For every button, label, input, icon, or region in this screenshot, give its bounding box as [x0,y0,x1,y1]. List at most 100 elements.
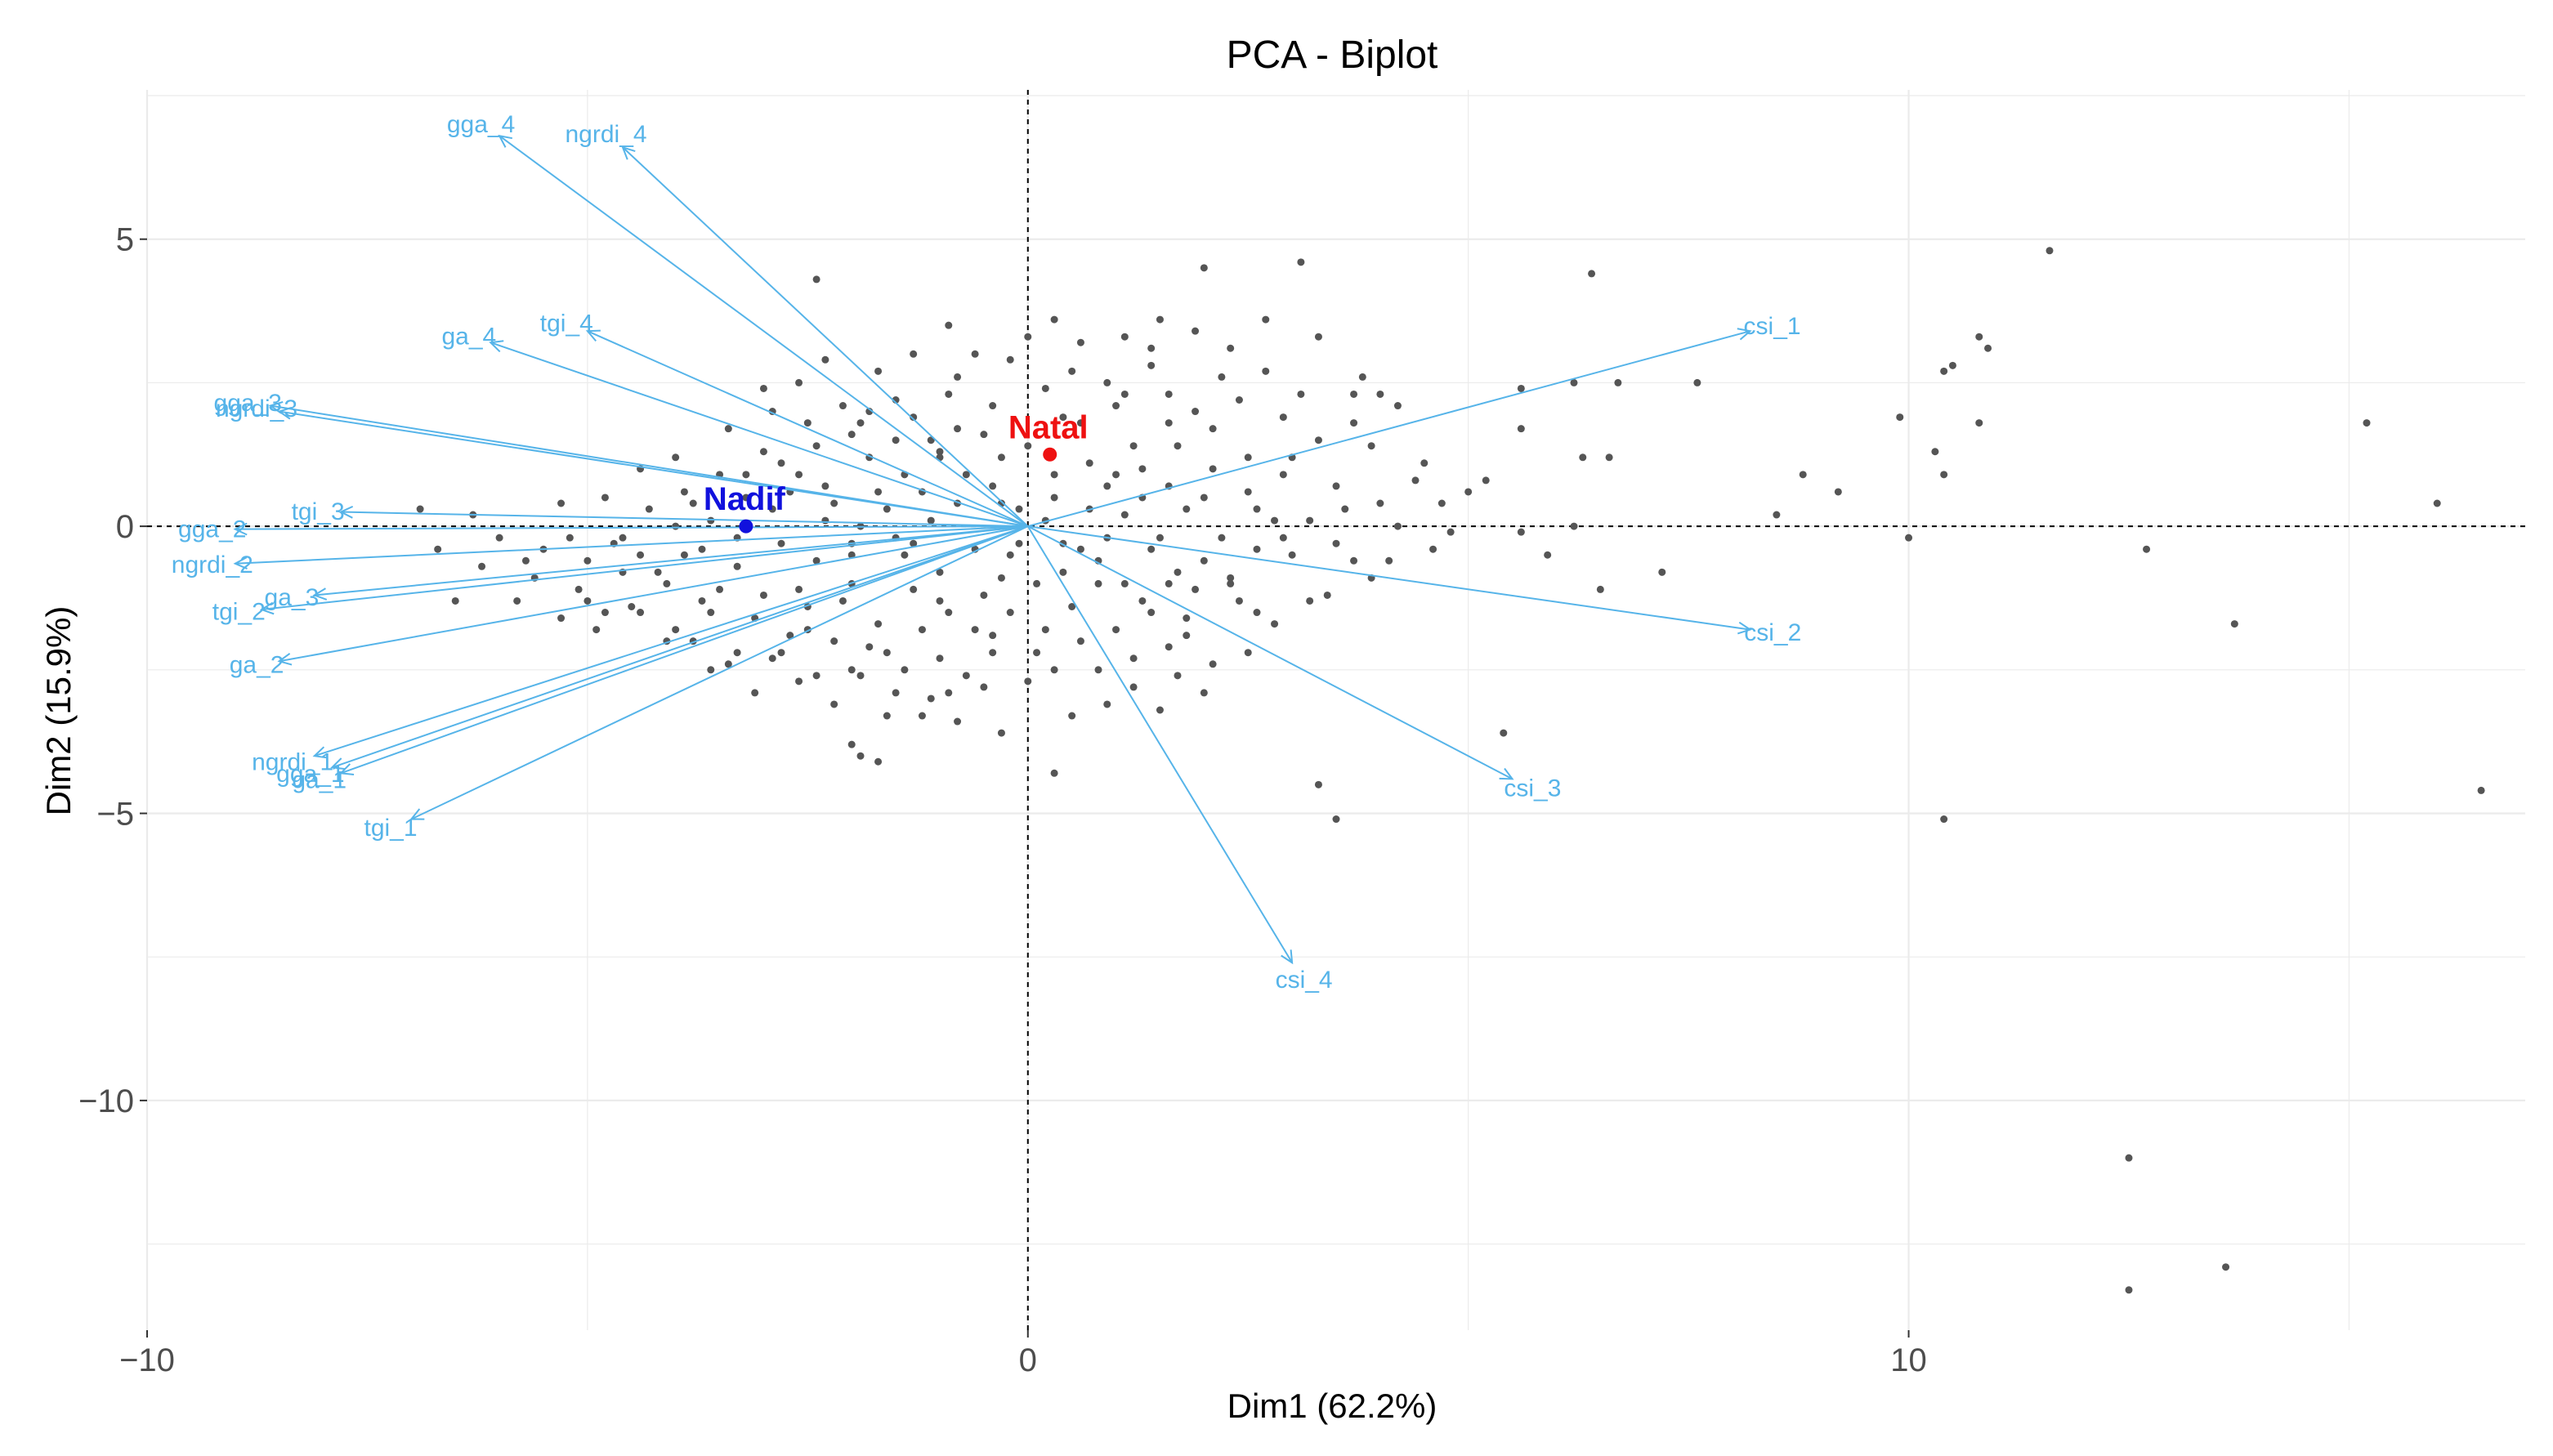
data-point [980,431,988,439]
arrow-csi_1 [1027,330,1750,528]
variable-label-tgi_3: tgi_3 [292,498,345,525]
data-point [1147,545,1156,553]
data-point [1050,471,1058,479]
data-point [1006,551,1014,559]
data-point [2363,419,2371,427]
variable-label-csi_1: csi_1 [1744,313,1801,340]
individual-label-natal: Natal [1008,409,1089,445]
data-point [1940,815,1948,824]
data-point [1183,614,1191,623]
data-point [1120,390,1129,398]
data-point [821,355,829,364]
data-point [495,534,503,542]
data-point [989,632,997,640]
data-point [1253,505,1261,513]
data-point [1332,539,1340,547]
data-point [847,431,856,439]
data-point [1147,609,1156,617]
data-point [812,556,820,565]
data-point [1103,482,1111,490]
data-point [962,672,970,680]
data-point [1209,465,1217,473]
data-point [1367,442,1375,450]
data-point [945,689,953,697]
data-point [883,649,891,657]
arrow-tgi_2 [262,525,1028,611]
data-point [759,591,767,599]
data-point [830,499,838,507]
arrow-ga_4 [490,342,1029,528]
data-point [980,591,988,599]
data-point [2125,1154,2133,1162]
data-point [786,632,794,640]
data-point [663,579,671,587]
data-point [1209,425,1217,433]
data-point [1033,649,1041,657]
arrowhead-ga_4 [489,340,504,353]
data-point [1112,626,1120,634]
data-point [1297,390,1305,398]
data-point [1129,442,1138,450]
data-point [1183,505,1191,513]
data-point [927,695,935,703]
arrow-gga_2 [235,525,1028,530]
data-point [777,539,785,547]
data-point [1147,344,1156,352]
data-point [1262,315,1270,324]
data-point [1500,729,1508,737]
data-point [583,556,592,565]
data-point [918,626,926,634]
arrowhead-ga_2 [277,653,293,666]
data-point [672,626,680,634]
data-point [945,321,953,329]
arrow-tgi_1 [410,525,1029,820]
data-point [1076,545,1084,553]
variable-label-ga_2: ga_2 [230,652,284,679]
data-point [989,649,997,657]
data-point [1200,556,1208,565]
arrow-tgi_3 [341,511,1028,528]
data-point [962,471,970,479]
arrowhead-tgi_3 [338,505,354,519]
variable-label-csi_2: csi_2 [1744,619,1801,646]
variable-label-tgi_1: tgi_1 [364,815,418,842]
data-point [910,539,918,547]
data-point [1614,378,1622,386]
data-point [1120,333,1129,341]
data-point [637,551,645,559]
data-point [1253,545,1261,553]
arrowhead-gga_3 [268,400,284,414]
individual-label-nadif: Nadif [704,481,786,517]
data-point [936,596,944,605]
data-point [1068,712,1076,720]
data-point [971,350,979,358]
data-point [1068,367,1076,375]
data-point [1147,361,1156,369]
arrow-ga_1 [340,525,1029,775]
data-point [1596,585,1604,593]
data-point [1129,654,1138,663]
data-point [1006,355,1014,364]
data-point [1076,637,1084,645]
arrowhead-ngrdi_2 [233,556,248,569]
data-point [901,666,909,674]
data-point [733,649,741,657]
data-point [1393,402,1402,410]
data-point [1262,367,1270,375]
arrow-ngrdi_3 [279,410,1028,528]
arrowhead-gga_1 [330,757,346,770]
data-point [803,419,812,427]
data-point [672,453,680,462]
variable-label-gga_1: gga_1 [276,761,344,788]
data-point [847,551,856,559]
data-point [451,596,459,605]
data-point [927,516,935,525]
data-point [795,471,803,479]
data-point [989,402,997,410]
arrowhead-ngrdi_1 [312,746,328,759]
data-point [2477,786,2485,794]
data-point [1975,333,1983,341]
arrow-ngrdi_2 [235,525,1028,565]
